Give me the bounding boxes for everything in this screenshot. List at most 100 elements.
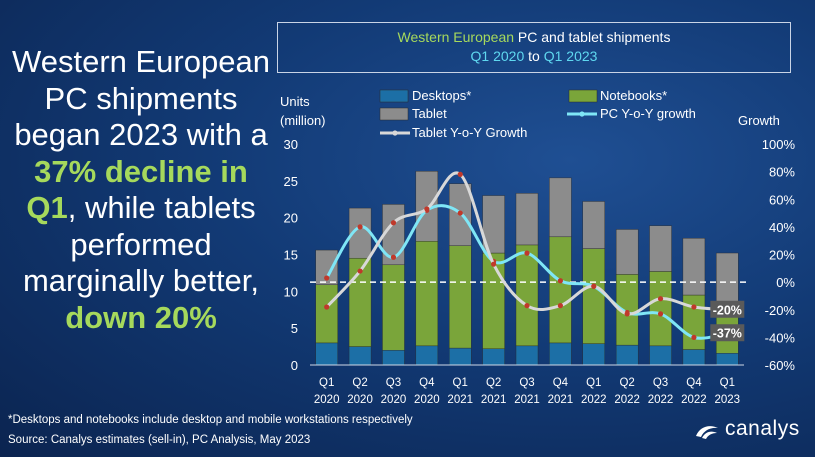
legend-tablet-growth-label: Tablet Y-o-Y Growth	[412, 125, 527, 140]
x-tick-label-quarter: Q3	[519, 377, 534, 389]
x-tick-label-quarter: Q4	[419, 377, 435, 389]
y2-axis-label: Growth	[738, 113, 780, 128]
desktops-bar	[382, 350, 405, 366]
x-tick-label-year: 2021	[481, 394, 507, 406]
y2-tick-label: 100%	[762, 137, 796, 152]
growth-annotation-box	[710, 324, 745, 342]
growth-annotation-label: -37%	[713, 327, 742, 341]
desktops-bar	[348, 346, 372, 366]
pc-growth-point	[357, 224, 363, 230]
canalys-logo: canalys	[694, 417, 800, 441]
source-note: Source: Canalys estimates (sell-in), PC …	[8, 434, 311, 446]
headline: Western European PC shipments began 2023…	[8, 44, 274, 336]
x-tick-label-quarter: Q1	[319, 377, 334, 389]
x-tick-label-year: 2022	[648, 394, 674, 406]
y-tick-label: 25	[284, 174, 298, 189]
y2-tick-label: 60%	[769, 192, 795, 207]
tablet-growth-point	[424, 206, 430, 212]
x-tick-label-year: 2021	[447, 394, 473, 406]
tablet-growth-point	[624, 311, 630, 317]
notebooks-bar	[682, 294, 706, 350]
desktops-bar	[315, 342, 338, 366]
desktops-bar	[515, 345, 539, 366]
x-tick-label-quarter: Q3	[653, 377, 668, 389]
x-tick-label-year: 2022	[614, 394, 640, 406]
tablet-bar	[582, 201, 605, 249]
x-tick-label-year: 2021	[514, 394, 540, 406]
tablet-bar	[615, 229, 639, 275]
chart-title-box: Western European PC and tablet shipments…	[277, 22, 791, 73]
legend-notebooks-label: Notebooks*	[600, 88, 667, 103]
title-start-period: Q1 2020	[470, 48, 525, 64]
notebooks-bar	[582, 248, 605, 344]
pc-growth-point	[457, 210, 463, 216]
desktops-bar	[615, 344, 639, 366]
legend-desktops-label: Desktops*	[412, 88, 471, 103]
tablet-growth-point	[591, 283, 597, 289]
x-tick-label-year: 2022	[581, 394, 607, 406]
title-to: to	[524, 48, 544, 64]
x-tick-label-quarter: Q4	[686, 377, 702, 389]
tablet-growth-point	[324, 304, 330, 310]
legend-tablet-swatch	[379, 107, 409, 121]
legend-pc-growth-label: PC Y-o-Y growth	[600, 106, 696, 121]
x-tick-label-quarter: Q1	[586, 377, 601, 389]
legend-desktops-swatch	[379, 89, 409, 103]
footnote: *Desktops and notebooks include desktop …	[8, 414, 413, 426]
tablet-bar	[549, 177, 572, 238]
x-tick-label-quarter: Q1	[720, 377, 735, 389]
x-tick-label-quarter: Q2	[352, 377, 367, 389]
x-tick-label-quarter: Q3	[386, 377, 401, 389]
y-axis-label-line-1: Units	[280, 94, 310, 109]
chart-title-line-1: Western European PC and tablet shipments	[278, 28, 790, 47]
headline-text-2: , while tablets performed marginally bet…	[22, 190, 260, 298]
tablet-bar	[649, 225, 672, 272]
desktops-bar	[415, 345, 439, 366]
pc-growth-point	[557, 278, 563, 284]
title-end-period: Q1 2023	[543, 48, 598, 64]
desktops-bar	[649, 345, 672, 366]
x-tick-label-quarter: Q1	[453, 377, 468, 389]
y2-tick-label: -60%	[765, 358, 796, 373]
legend-notebooks-swatch	[568, 89, 598, 103]
tablet-bar	[682, 238, 706, 296]
legend-tablet-growth-marker	[392, 130, 398, 136]
tablet-growth-point	[657, 296, 664, 302]
tablet-bar	[716, 252, 739, 305]
y2-tick-label: -20%	[765, 303, 796, 318]
x-tick-label-quarter: Q4	[553, 377, 569, 389]
y2-tick-label: 80%	[769, 165, 795, 180]
pc-growth-point	[390, 254, 397, 260]
headline-highlight-2: down 20%	[65, 299, 217, 335]
pc-growth-point	[524, 250, 530, 256]
notebooks-bar	[549, 236, 572, 344]
y2-tick-label: 40%	[769, 220, 795, 235]
desktops-bar	[482, 348, 505, 366]
tablet-bar	[315, 249, 338, 285]
tablet-growth-point	[357, 268, 363, 274]
tablet-growth-point	[557, 303, 563, 309]
y-tick-label: 20	[284, 211, 298, 226]
title-region: Western European	[397, 29, 515, 45]
desktops-bar	[549, 342, 572, 366]
pc-growth-point	[657, 311, 664, 317]
legend-tablet-label: Tablet	[412, 106, 447, 121]
y2-tick-label: 20%	[769, 248, 795, 263]
tablet-growth-point	[390, 220, 397, 226]
headline-text-1: Western European PC shipments began 2023…	[12, 44, 270, 152]
tablet-growth-point	[524, 303, 530, 309]
tablet-growth-point	[691, 304, 697, 310]
logo-text: canalys	[725, 417, 800, 440]
x-tick-label-year: 2021	[548, 394, 574, 406]
y-tick-label: 0	[291, 358, 298, 373]
desktops-bar	[582, 343, 605, 366]
notebooks-bar	[415, 241, 439, 347]
title-subject: PC and tablet shipments	[514, 29, 671, 45]
tablet-growth-point	[491, 261, 497, 267]
x-tick-label-year: 2020	[314, 394, 340, 406]
growth-annotation-box	[710, 300, 745, 318]
tablet-bar	[482, 195, 505, 254]
y2-tick-label: 0%	[776, 275, 795, 290]
legend-pc-growth-marker	[579, 111, 585, 117]
